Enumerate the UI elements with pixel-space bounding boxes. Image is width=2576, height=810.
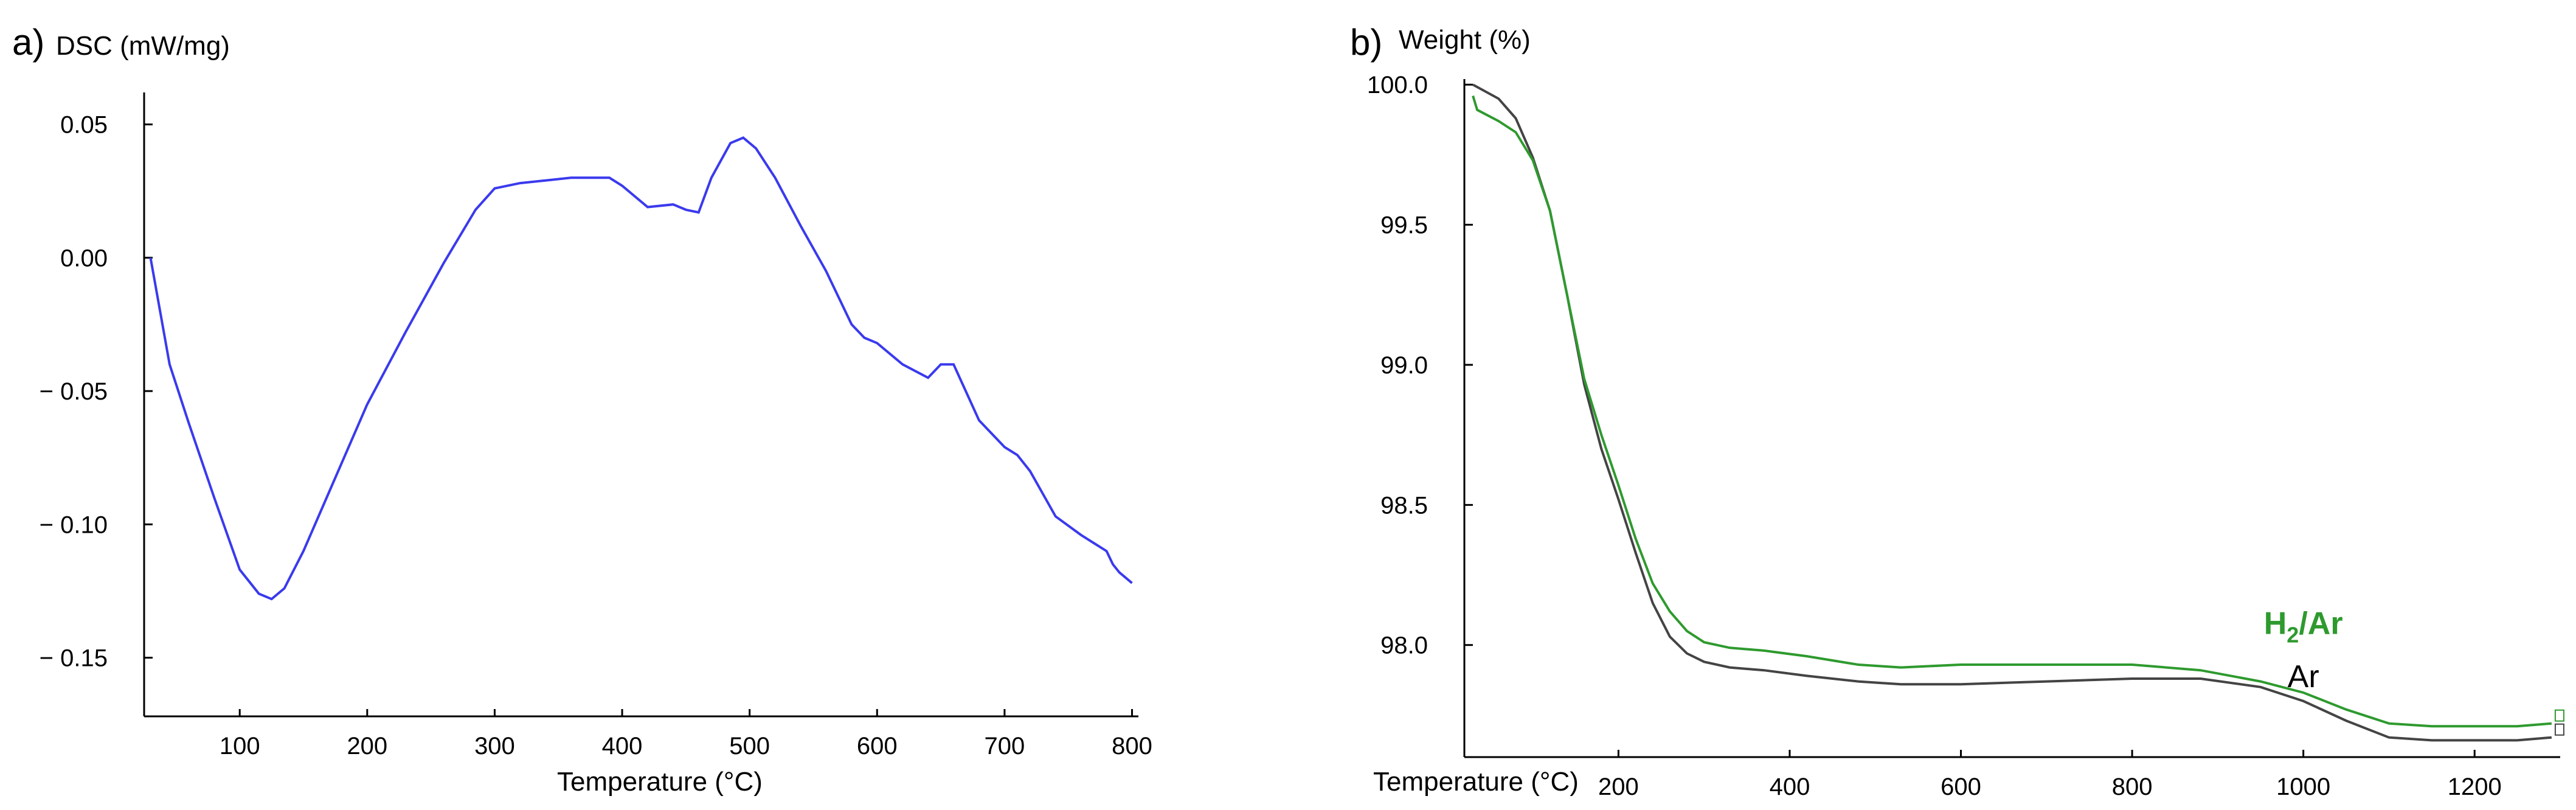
panel-b-ar-label: Ar: [2288, 659, 2319, 694]
panel-a-y-tick-label: 0.05: [60, 112, 108, 139]
panel-b-label: b): [1350, 22, 1382, 63]
panel-a-x-tick-label: 200: [347, 733, 387, 760]
panel-a-dsc-line: [149, 136, 1133, 601]
panel-a-x-tick-label: 400: [602, 733, 643, 760]
panel-b-y-axis-title: Weight (%): [1399, 25, 1531, 55]
panel-a-x-tick-label: 500: [729, 733, 770, 760]
panel-b-h2-ar-label-rest: /Ar: [2299, 606, 2342, 641]
panel-b-end-marker: [2554, 709, 2564, 722]
panel-b-x-tick-label: 400: [1770, 774, 1810, 800]
panel-b-x-tick-label: 1000: [2276, 774, 2330, 800]
panel-b-h2-ar-line: [1472, 95, 2552, 728]
panel-a-x-tick-label: 300: [474, 733, 515, 760]
panel-b-y-tick-label: 98.0: [1380, 632, 1428, 659]
panel-a-y-ticks: 0.05 0.00 − 0.05 − 0.10 − 0.15: [40, 112, 153, 672]
panel-a-x-axis-title: Temperature (°C): [557, 767, 763, 797]
panel-b-x-tick-label: 600: [1941, 774, 1981, 800]
panel-b-x-ticks: 200 400 600 800 1000 1200: [1598, 750, 2502, 800]
panel-b-ar-line: [1472, 83, 2552, 742]
panel-a-x-ticks: 100 200 300 400 500 600 700 800: [220, 709, 1152, 760]
panel-b-y-tick-label: 99.5: [1380, 212, 1428, 239]
panel-b-x-tick-label: 800: [2112, 774, 2153, 800]
panel-b-h2-ar-label-sub: 2: [2287, 622, 2299, 647]
panel-b-end-marker: [2554, 723, 2564, 736]
panel-b-h2-ar-label-main: H: [2264, 606, 2287, 641]
panel-b-x-tick-label: 200: [1598, 774, 1639, 800]
panel-b-y-tick-label: 98.5: [1380, 492, 1428, 519]
panel-a-y-tick-label: − 0.15: [40, 645, 108, 672]
panel-b-y-ticks: 100.0 99.5 99.0 98.5 98.0: [1367, 72, 1473, 659]
panel-a-y-tick-label: − 0.10: [40, 511, 108, 538]
panel-b-y-tick-label: 99.0: [1380, 352, 1428, 379]
panel-a-y-tick-label: 0.00: [60, 245, 108, 272]
panel-a-label: a): [12, 22, 44, 63]
panel-b-x-axis-title: Temperature (°C): [1373, 767, 1579, 797]
panel-a-x-tick-label: 700: [985, 733, 1025, 760]
panel-b-h2-ar-label: H2/Ar: [2264, 606, 2343, 647]
panel-a-y-tick-label: − 0.05: [40, 378, 108, 405]
panel-b: b) Weight (%) 100.0 99.5 99.0 98.5 98.0 200 4…: [1350, 22, 2564, 800]
panel-b-y-tick-label: 100.0: [1367, 72, 1428, 99]
panel-a-y-axis-title: DSC (mW/mg): [56, 31, 230, 61]
panel-b-end-markers: [2554, 709, 2564, 736]
panel-a-x-tick-label: 800: [1112, 733, 1152, 760]
panel-a: a) DSC (mW/mg) 0.05 0.00 − 0.05 − 0.10 − 0.1…: [12, 22, 1152, 797]
panel-b-x-tick-label: 1200: [2448, 774, 2502, 800]
panel-a-x-tick-label: 600: [857, 733, 898, 760]
panel-a-x-tick-label: 100: [220, 733, 260, 760]
